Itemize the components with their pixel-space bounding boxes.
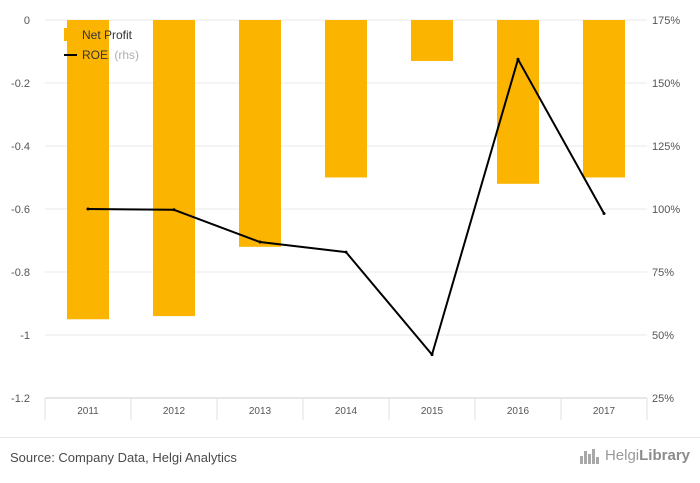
y-left-tick-label: -0.8 bbox=[11, 267, 30, 279]
x-axis: 2011 2012 2013 2014 2015 2016 2017 bbox=[44, 397, 648, 420]
bar-net-profit-2011 bbox=[67, 20, 109, 320]
footer-divider bbox=[0, 437, 700, 438]
y-right-tick-label: 100% bbox=[652, 204, 680, 216]
city-skyline-icon bbox=[579, 448, 599, 464]
y-axis-right: 175% 150% 125% 100% 75% 50% 25% bbox=[652, 15, 680, 405]
y-left-tick-label: -0.6 bbox=[11, 204, 30, 216]
chart: 0 -0.2 -0.4 -0.6 -0.8 -1 -1.2 175% 150% 125% 100%… bbox=[11, 15, 680, 420]
x-tick-label: 2015 bbox=[421, 406, 444, 417]
bar-net-profit-2014 bbox=[325, 20, 367, 178]
roe-point-2012 bbox=[172, 208, 176, 212]
legend-label-roe-group: ROE (rhs) bbox=[82, 48, 139, 62]
y-left-tick-label: -1.2 bbox=[11, 393, 30, 405]
roe-point-2011 bbox=[86, 207, 90, 211]
y-right-tick-label: 75% bbox=[652, 267, 674, 279]
logo-text-light: Helgi bbox=[604, 447, 640, 464]
legend-label-roe: ROE bbox=[82, 48, 108, 62]
helgi-library-logo[interactable]: HelgiLibrary bbox=[579, 447, 690, 464]
x-tick-label: 2012 bbox=[163, 406, 186, 417]
legend-swatch-net-profit bbox=[64, 28, 73, 41]
y-right-tick-label: 150% bbox=[652, 78, 680, 90]
source-note: Source: Company Data, Helgi Analytics bbox=[10, 450, 237, 465]
roe-point-2015 bbox=[430, 353, 434, 357]
bar-net-profit-2013 bbox=[239, 20, 281, 247]
y-right-tick-label: 125% bbox=[652, 141, 680, 153]
roe-line-group bbox=[86, 57, 606, 357]
bar-net-profit-2017 bbox=[583, 20, 625, 178]
x-tick-label: 2016 bbox=[507, 406, 530, 417]
roe-point-2013 bbox=[258, 240, 262, 244]
x-tick-label: 2017 bbox=[593, 406, 616, 417]
logo-text-bold: Library bbox=[639, 447, 690, 464]
bar-net-profit-2015 bbox=[411, 20, 453, 61]
roe-point-2017 bbox=[602, 212, 606, 216]
y-left-tick-label: -0.2 bbox=[11, 78, 30, 90]
bar-net-profit-2012 bbox=[153, 20, 195, 317]
y-right-tick-label: 175% bbox=[652, 15, 680, 27]
x-tick-label: 2014 bbox=[335, 406, 358, 417]
y-right-tick-label: 50% bbox=[652, 330, 674, 342]
y-left-tick-label: -0.4 bbox=[11, 141, 30, 153]
legend: Net Profit ROE (rhs) bbox=[64, 28, 139, 62]
x-tick-label: 2013 bbox=[249, 406, 272, 417]
roe-point-2014 bbox=[344, 250, 348, 254]
legend-label-net-profit: Net Profit bbox=[82, 28, 133, 42]
x-tick-label: 2011 bbox=[77, 406, 99, 417]
y-right-tick-label: 25% bbox=[652, 393, 674, 405]
roe-point-2016 bbox=[516, 57, 520, 61]
y-left-tick-label: 0 bbox=[24, 15, 30, 27]
legend-label-roe-suffix: (rhs) bbox=[114, 48, 139, 62]
bar-net-profit-2016 bbox=[497, 20, 539, 184]
bars-net-profit bbox=[67, 20, 625, 320]
y-left-tick-label: -1 bbox=[20, 330, 30, 342]
y-axis-left: 0 -0.2 -0.4 -0.6 -0.8 -1 -1.2 bbox=[11, 15, 30, 405]
